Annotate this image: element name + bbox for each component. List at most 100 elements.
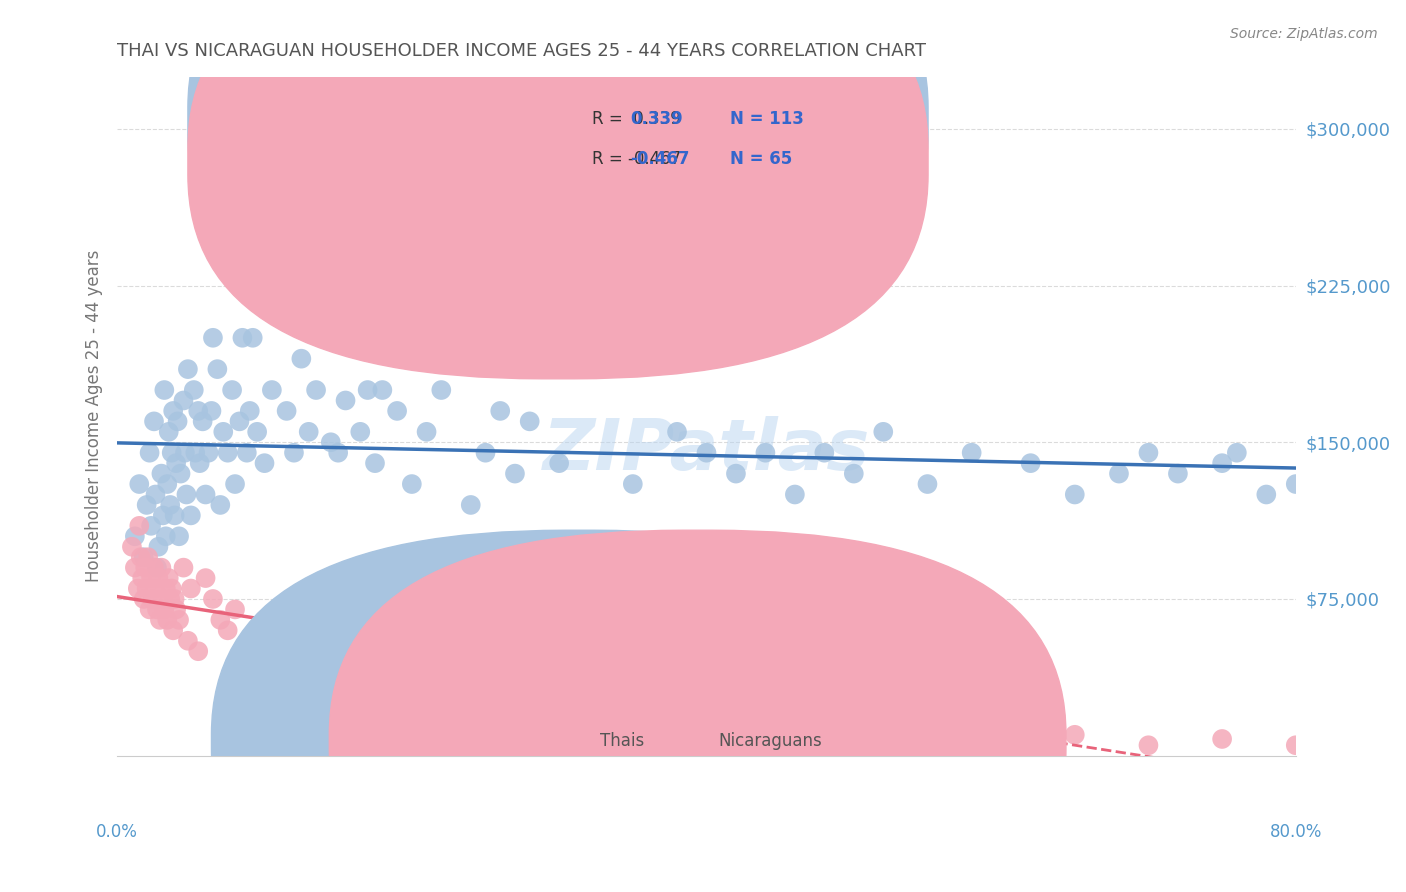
Thais (162, 404, 184, 418)
Thais (145, 487, 167, 501)
Thais (842, 467, 865, 481)
Thais (385, 404, 408, 418)
Thais (221, 383, 243, 397)
Thais (305, 383, 328, 397)
Nicaraguans (430, 675, 453, 690)
Nicaraguans (136, 550, 159, 565)
Thais (1226, 446, 1249, 460)
Nicaraguans (124, 560, 146, 574)
Thais (207, 362, 229, 376)
Thais (1167, 467, 1189, 481)
Thais (135, 498, 157, 512)
Nicaraguans (135, 582, 157, 596)
Nicaraguans (201, 591, 224, 606)
Nicaraguans (842, 728, 865, 742)
Nicaraguans (401, 697, 423, 711)
Thais (1315, 446, 1337, 460)
Thais (157, 425, 180, 439)
Thais (124, 529, 146, 543)
Thais (224, 477, 246, 491)
Thais (548, 456, 571, 470)
Thais (298, 425, 321, 439)
Thais (176, 487, 198, 501)
Nicaraguans (149, 613, 172, 627)
Thais (503, 467, 526, 481)
Nicaraguans (156, 613, 179, 627)
Thais (519, 414, 541, 428)
Nicaraguans (150, 560, 173, 574)
Nicaraguans (180, 582, 202, 596)
Nicaraguans (489, 706, 512, 721)
Thais (139, 519, 162, 533)
Nicaraguans (148, 571, 170, 585)
Thais (356, 383, 378, 397)
Nicaraguans (460, 686, 482, 700)
Text: R = -0.467: R = -0.467 (592, 151, 682, 169)
Thais (155, 529, 177, 543)
Nicaraguans (141, 591, 163, 606)
Nicaraguans (917, 723, 939, 738)
Nicaraguans (990, 731, 1012, 746)
Thais (283, 446, 305, 460)
Text: N = 65: N = 65 (730, 151, 793, 169)
Nicaraguans (1211, 731, 1233, 746)
Nicaraguans (371, 686, 394, 700)
Thais (201, 331, 224, 345)
Thais (132, 550, 155, 565)
Thais (783, 487, 806, 501)
Thais (166, 414, 188, 428)
Nicaraguans (187, 644, 209, 658)
Nicaraguans (328, 644, 350, 658)
Thais (724, 467, 747, 481)
Text: R =  0.339: R = 0.339 (592, 110, 681, 128)
Thais (444, 351, 467, 366)
Thais (290, 351, 312, 366)
Thais (143, 414, 166, 428)
Nicaraguans (138, 602, 160, 616)
Text: N = 113: N = 113 (730, 110, 804, 128)
Thais (917, 477, 939, 491)
Thais (1019, 456, 1042, 470)
Thais (239, 404, 262, 418)
Text: -0.467: -0.467 (630, 151, 689, 169)
Thais (260, 383, 283, 397)
Nicaraguans (621, 706, 644, 721)
Thais (253, 456, 276, 470)
Nicaraguans (342, 665, 364, 679)
Nicaraguans (1358, 742, 1381, 756)
Thais (474, 446, 496, 460)
Thais (328, 446, 350, 460)
Nicaraguans (548, 717, 571, 731)
Thais (180, 508, 202, 523)
Thais (1137, 446, 1160, 460)
Nicaraguans (312, 633, 335, 648)
Nicaraguans (298, 624, 321, 638)
Thais (607, 613, 630, 627)
Nicaraguans (146, 602, 169, 616)
Nicaraguans (253, 613, 276, 627)
Thais (1256, 487, 1278, 501)
Thais (197, 446, 219, 460)
Nicaraguans (194, 571, 217, 585)
Thais (276, 404, 298, 418)
Y-axis label: Householder Income Ages 25 - 44 years: Householder Income Ages 25 - 44 years (86, 250, 103, 582)
Thais (872, 425, 894, 439)
Nicaraguans (143, 560, 166, 574)
Nicaraguans (132, 591, 155, 606)
Nicaraguans (1137, 738, 1160, 752)
Thais (217, 446, 239, 460)
Nicaraguans (139, 571, 162, 585)
Thais (153, 383, 176, 397)
Thais (167, 529, 190, 543)
Thais (242, 331, 264, 345)
Thais (236, 446, 259, 460)
Nicaraguans (224, 602, 246, 616)
Nicaraguans (131, 571, 153, 585)
Nicaraguans (695, 717, 717, 731)
Nicaraguans (239, 633, 262, 648)
Thais (184, 446, 207, 460)
Thais (342, 331, 364, 345)
Nicaraguans (209, 613, 232, 627)
Nicaraguans (217, 624, 239, 638)
Nicaraguans (165, 602, 187, 616)
